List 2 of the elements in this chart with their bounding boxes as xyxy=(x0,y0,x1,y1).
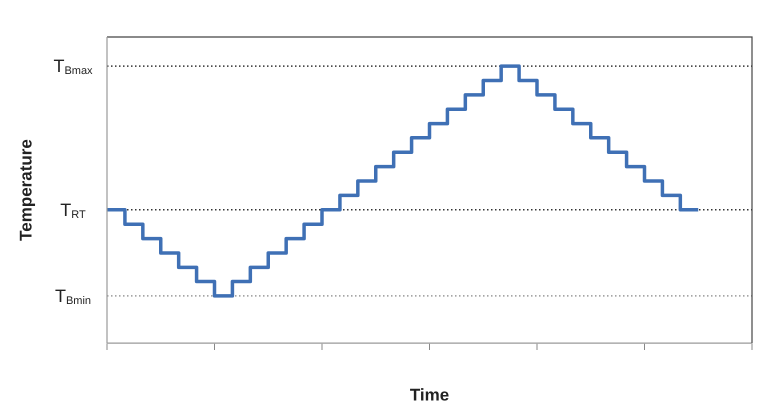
x-axis-title: Time xyxy=(410,386,450,405)
y-axis-title: Temperature xyxy=(16,139,36,241)
